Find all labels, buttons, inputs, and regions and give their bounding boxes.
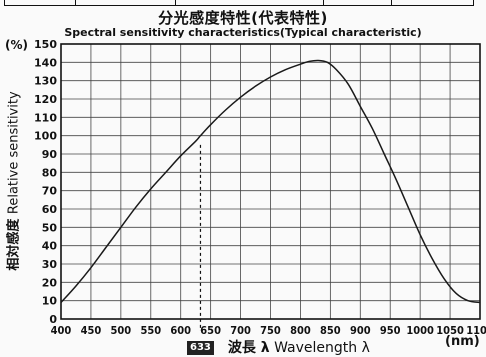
plot-frame: [60, 43, 481, 320]
x-tick-label-750: 750: [260, 324, 281, 337]
x-tick-label-500: 500: [111, 324, 132, 337]
y-tick-label-100: 100: [34, 130, 57, 143]
y-tick-label-50: 50: [42, 221, 58, 234]
x-tick-label-1000: 1000: [406, 324, 434, 337]
y-tick-label-140: 140: [34, 56, 57, 69]
y-axis-unit: (%): [5, 38, 28, 52]
y-tick-label-30: 30: [42, 258, 58, 271]
chart-axes: [60, 43, 481, 320]
y-tick-label-40: 40: [42, 240, 58, 253]
series-layer: [60, 59, 481, 304]
annotation-badge-633: 633: [187, 341, 214, 355]
x-tick-label-650: 650: [200, 324, 221, 337]
x-tick-label-400: 400: [51, 324, 72, 337]
series-line-0: [60, 59, 481, 304]
y-tick-label-90: 90: [42, 148, 58, 161]
x-tick-label-900: 900: [350, 324, 371, 337]
chart-subtitle: Spectral sensitivity characteristics(Typ…: [64, 26, 422, 39]
x-tick-label-850: 850: [320, 324, 341, 337]
x-axis-label-jp: 波長 λ: [227, 340, 270, 356]
x-tick-label-700: 700: [230, 324, 251, 337]
y-tick-label-20: 20: [42, 276, 58, 289]
tick-labels: 400 450 500 550 600 650 700 750 800 850 900 950 1000…: [34, 38, 486, 337]
x-tick-label-550: 550: [140, 324, 161, 337]
y-tick-label-70: 70: [42, 185, 58, 198]
y-tick-label-80: 80: [42, 166, 58, 179]
x-tick-label-950: 950: [380, 324, 401, 337]
x-tick-label-450: 450: [81, 324, 102, 337]
y-tick-label-120: 120: [34, 93, 57, 106]
x-axis-unit: (nm): [445, 334, 480, 349]
chart-title: 分光感度特性(代表特性): [158, 9, 328, 27]
x-tick-label-1050: 1050: [436, 324, 464, 337]
y-tick-label-0: 0: [49, 313, 57, 326]
y-tick-label-150: 150: [34, 38, 57, 51]
y-tick-label-130: 130: [34, 75, 57, 88]
x-tick-label-600: 600: [170, 324, 191, 337]
y-tick-label-10: 10: [42, 295, 58, 308]
y-tick-label-110: 110: [34, 111, 57, 124]
y-tick-label-60: 60: [42, 203, 58, 216]
x-axis-label: 633 波長 λ Wavelength λ: [187, 337, 370, 357]
spec-table-remnant: [4, 0, 474, 6]
x-axis-label-en: Wavelength λ: [274, 340, 370, 356]
chart-grid: [60, 43, 481, 320]
x-tick-label-800: 800: [290, 324, 311, 337]
